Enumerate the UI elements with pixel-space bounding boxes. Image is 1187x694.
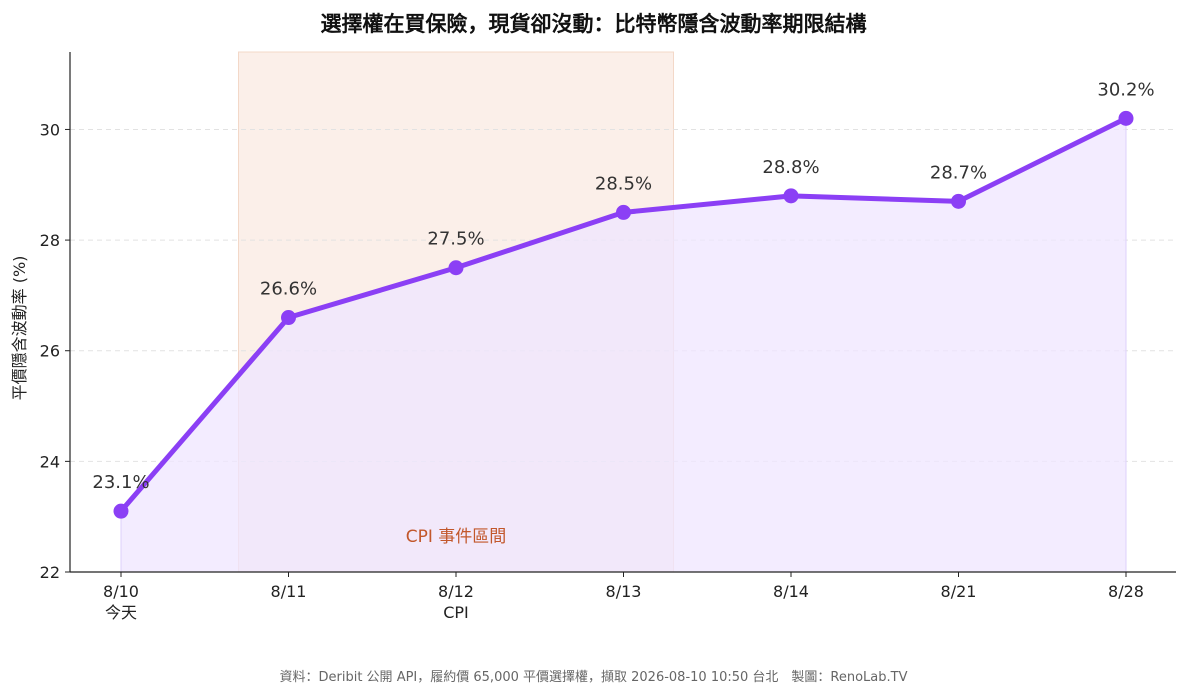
data-point [616,204,631,220]
data-label: 27.5% [427,229,484,250]
data-point [783,188,799,204]
data-label: 26.6% [260,279,317,300]
data-label: 30.2% [1097,79,1154,100]
x-tick-label: 8/12 [438,582,474,601]
y-tick-label: 30 [40,120,60,139]
data-point [113,503,129,519]
x-tick-sublabel: 今天 [105,603,137,622]
series-area-fill [121,118,1126,572]
data-label: 28.8% [762,157,819,178]
cpi-event-label: CPI 事件區間 [406,527,507,547]
y-tick-label: 28 [40,231,60,250]
data-point [448,260,464,276]
x-tick-label: 8/10 [103,582,139,601]
source-footer: 資料：Deribit 公開 API，履約價 65,000 平價選擇權，擷取 20… [279,670,908,685]
x-tick-label: 8/21 [941,582,977,601]
data-label: 28.5% [595,173,652,194]
chart-title: 選擇權在買保險，現貨卻沒動：比特幣隱含波動率期限結構 [320,12,867,36]
data-point [281,310,296,326]
x-tick-label: 8/28 [1108,582,1144,601]
data-label: 28.7% [930,162,987,183]
x-tick-label: 8/14 [773,582,809,601]
data-point [951,193,966,209]
y-tick-label: 24 [40,452,60,471]
data-point [1118,110,1134,126]
y-tick-label: 26 [40,342,60,361]
x-tick-sublabel: CPI [443,603,469,622]
y-tick-label: 22 [40,563,60,582]
data-label: 23.1% [92,472,149,493]
x-tick-label: 8/11 [271,582,307,601]
x-tick-label: 8/13 [606,582,642,601]
